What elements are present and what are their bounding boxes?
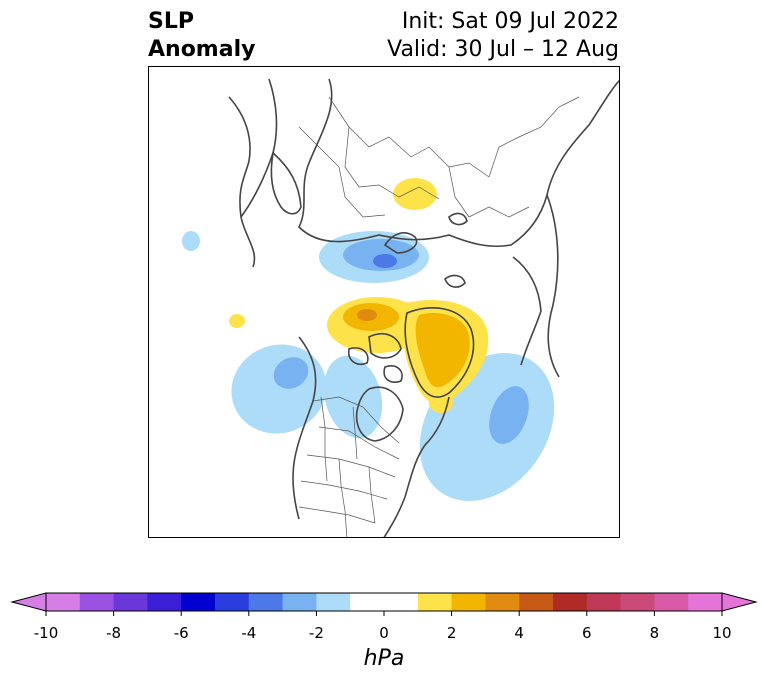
colorbar-ticks — [45, 611, 723, 616]
colorbar-left-arrow — [10, 592, 47, 612]
anomaly-alaska-low-outer — [231, 344, 327, 434]
anomaly-alaska-low-inner — [273, 357, 309, 389]
colorbar-tick-label: -10 — [33, 624, 59, 642]
colorbar-tick-label: -8 — [106, 624, 122, 642]
anomaly-barents-low-inner — [373, 254, 397, 268]
positive-anomaly-layer — [229, 178, 489, 413]
colorbar-segment — [46, 593, 81, 611]
colorbar-segment — [113, 593, 148, 611]
colorbar-segment — [350, 593, 385, 611]
colorbar-segment — [417, 593, 453, 611]
colorbar-right-arrow — [721, 592, 758, 612]
anomaly-arctic-small-high — [229, 314, 245, 328]
colorbar-segment — [79, 593, 115, 611]
colorbar-segment — [282, 593, 317, 611]
colorbar-tick-label: 4 — [514, 624, 524, 642]
coastlines-layer — [228, 78, 619, 537]
colorbar-segment — [688, 593, 723, 611]
colorbar-tick-label: 6 — [582, 624, 592, 642]
colorbar-segment — [215, 593, 250, 611]
title-field: SLP — [148, 9, 194, 34]
title-field-type: Anomaly — [148, 37, 256, 62]
colorbar-tick-label: 8 — [649, 624, 660, 642]
colorbar-segment — [248, 593, 284, 611]
anomaly-siberia-high — [393, 178, 437, 210]
colorbar-tick-label: -2 — [308, 624, 324, 642]
anomaly-canada-low — [323, 355, 383, 439]
anomaly-atlantic-low-inner — [489, 386, 529, 444]
map-panel — [148, 66, 620, 538]
colorbar-segment — [620, 593, 655, 611]
colorbar-segment — [586, 593, 622, 611]
anomaly-greenland-high-inner — [415, 313, 470, 388]
borders-layer — [298, 96, 580, 537]
init-date: Init: Sat 09 Jul 2022 — [401, 9, 619, 34]
colorbar-segment — [519, 593, 554, 611]
colorbar-segment — [384, 593, 419, 611]
anomaly-north-pacific-outer — [182, 231, 200, 251]
colorbar-tick-label: 0 — [379, 624, 389, 642]
colorbar-segment — [316, 593, 351, 611]
title-left: SLP Anomaly — [148, 8, 255, 64]
colorbar-segment — [654, 593, 689, 611]
colorbar — [10, 592, 758, 616]
valid-range: Valid: 30 Jul – 12 Aug — [387, 37, 619, 62]
colorbar-tick-label: -4 — [241, 624, 257, 642]
colorbar-segment — [451, 593, 486, 611]
title-right: Init: Sat 09 Jul 2022 Valid: 30 Jul – 12… — [387, 8, 619, 64]
colorbar-unit-label: hPa — [363, 646, 405, 671]
colorbar-tick-label: 2 — [446, 624, 457, 642]
colorbar-segment — [181, 593, 216, 611]
colorbar-tick-label: 10 — [712, 624, 732, 642]
colorbar-segment — [485, 593, 520, 611]
colorbar-segment — [147, 593, 182, 611]
map-canvas — [182, 78, 619, 537]
colorbar-segments — [46, 593, 723, 611]
anomaly-arctic-high-inner — [357, 309, 377, 321]
anomaly-fill-layer — [182, 231, 555, 502]
colorbar-segment — [553, 593, 588, 611]
colorbar-tick-label: -6 — [173, 624, 189, 642]
